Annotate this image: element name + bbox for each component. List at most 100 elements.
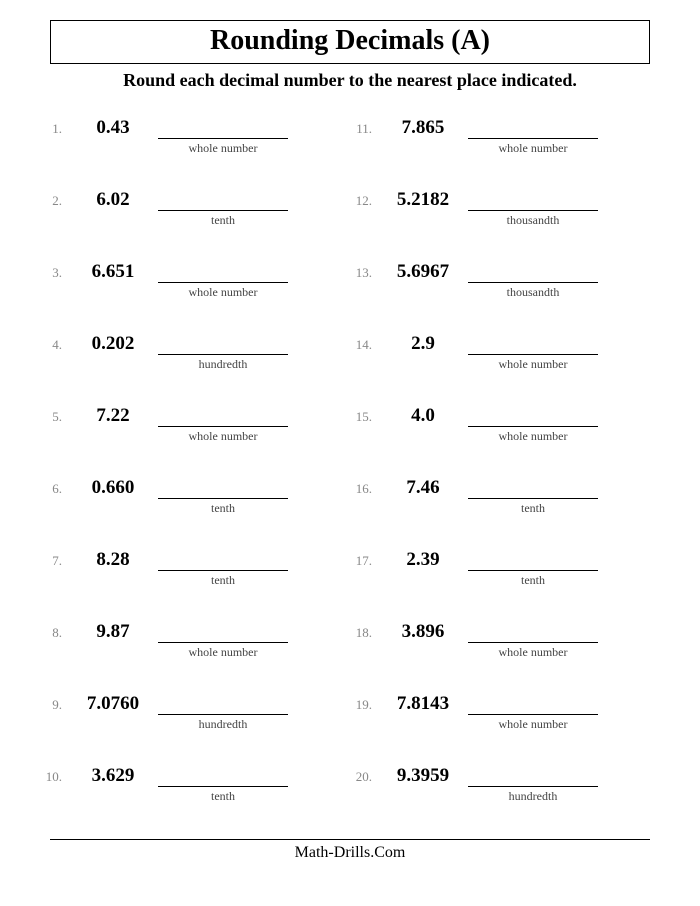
answer-line (158, 333, 288, 355)
place-label: whole number (468, 139, 598, 156)
problem-row: 2. 6.02 tenth (40, 187, 350, 259)
problem-number: 18. (350, 619, 378, 641)
answer-line (158, 117, 288, 139)
answer-area: whole number (158, 619, 330, 660)
place-label: tenth (468, 499, 598, 516)
problem-number: 7. (40, 547, 68, 569)
problem-row: 9. 7.0760 hundredth (40, 691, 350, 763)
problem-number: 20. (350, 763, 378, 785)
answer-area: hundredth (158, 331, 330, 372)
answer-line (158, 477, 288, 499)
problem-row: 1. 0.43 whole number (40, 115, 350, 187)
problem-grid: 1. 0.43 whole number 2. 6.02 tenth 3. 6.… (40, 115, 660, 835)
place-label: whole number (158, 427, 288, 444)
problem-row: 5. 7.22 whole number (40, 403, 350, 475)
place-label: hundredth (158, 355, 288, 372)
answer-line (468, 189, 598, 211)
problem-number: 11. (350, 115, 378, 137)
problem-row: 10. 3.629 tenth (40, 763, 350, 835)
problem-row: 3. 6.651 whole number (40, 259, 350, 331)
problem-value: 2.9 (378, 331, 468, 355)
answer-line (468, 693, 598, 715)
problem-number: 10. (40, 763, 68, 785)
problem-number: 8. (40, 619, 68, 641)
answer-area: thousandth (468, 187, 640, 228)
answer-area: tenth (158, 547, 330, 588)
answer-line (158, 189, 288, 211)
problem-value: 2.39 (378, 547, 468, 571)
problem-value: 0.43 (68, 115, 158, 139)
answer-line (158, 693, 288, 715)
place-label: whole number (158, 283, 288, 300)
problem-number: 12. (350, 187, 378, 209)
problem-row: 15. 4.0 whole number (350, 403, 660, 475)
problem-number: 19. (350, 691, 378, 713)
answer-line (468, 549, 598, 571)
problem-number: 9. (40, 691, 68, 713)
worksheet-page: Rounding Decimals (A) Round each decimal… (0, 0, 700, 906)
place-label: tenth (158, 571, 288, 588)
answer-line (158, 405, 288, 427)
problem-row: 8. 9.87 whole number (40, 619, 350, 691)
problem-value: 0.660 (68, 475, 158, 499)
problem-row: 6. 0.660 tenth (40, 475, 350, 547)
answer-area: tenth (158, 475, 330, 516)
answer-area: whole number (468, 403, 640, 444)
problem-value: 4.0 (378, 403, 468, 427)
place-label: tenth (158, 787, 288, 804)
answer-area: tenth (468, 547, 640, 588)
problem-number: 5. (40, 403, 68, 425)
answer-area: hundredth (468, 763, 640, 804)
problem-row: 4. 0.202 hundredth (40, 331, 350, 403)
answer-line (158, 261, 288, 283)
problem-number: 16. (350, 475, 378, 497)
problem-value: 7.865 (378, 115, 468, 139)
place-label: whole number (468, 427, 598, 444)
problem-value: 6.02 (68, 187, 158, 211)
place-label: hundredth (468, 787, 598, 804)
answer-line (158, 765, 288, 787)
left-column: 1. 0.43 whole number 2. 6.02 tenth 3. 6.… (40, 115, 350, 835)
place-label: hundredth (158, 715, 288, 732)
problem-row: 18. 3.896 whole number (350, 619, 660, 691)
answer-area: hundredth (158, 691, 330, 732)
problem-row: 13. 5.6967 thousandth (350, 259, 660, 331)
answer-area: whole number (158, 259, 330, 300)
answer-area: tenth (158, 763, 330, 804)
answer-line (158, 621, 288, 643)
problem-row: 12. 5.2182 thousandth (350, 187, 660, 259)
problem-value: 7.46 (378, 475, 468, 499)
problem-value: 7.0760 (68, 691, 158, 715)
problem-value: 8.28 (68, 547, 158, 571)
problem-value: 0.202 (68, 331, 158, 355)
place-label: whole number (468, 715, 598, 732)
problem-value: 7.8143 (378, 691, 468, 715)
problem-row: 11. 7.865 whole number (350, 115, 660, 187)
answer-line (468, 261, 598, 283)
answer-area: tenth (468, 475, 640, 516)
answer-line (468, 477, 598, 499)
footer-text: Math-Drills.Com (40, 840, 660, 862)
problem-value: 9.87 (68, 619, 158, 643)
problem-number: 17. (350, 547, 378, 569)
place-label: whole number (468, 643, 598, 660)
problem-row: 17. 2.39 tenth (350, 547, 660, 619)
right-column: 11. 7.865 whole number 12. 5.2182 thousa… (350, 115, 660, 835)
answer-line (468, 765, 598, 787)
place-label: tenth (158, 499, 288, 516)
problem-value: 7.22 (68, 403, 158, 427)
problem-number: 1. (40, 115, 68, 137)
problem-row: 14. 2.9 whole number (350, 331, 660, 403)
problem-number: 14. (350, 331, 378, 353)
place-label: tenth (468, 571, 598, 588)
problem-row: 20. 9.3959 hundredth (350, 763, 660, 835)
answer-line (468, 117, 598, 139)
problem-value: 6.651 (68, 259, 158, 283)
answer-area: whole number (468, 115, 640, 156)
answer-area: whole number (468, 619, 640, 660)
place-label: thousandth (468, 211, 598, 228)
problem-number: 4. (40, 331, 68, 353)
answer-line (468, 333, 598, 355)
page-title: Rounding Decimals (A) (51, 25, 649, 57)
problem-row: 7. 8.28 tenth (40, 547, 350, 619)
